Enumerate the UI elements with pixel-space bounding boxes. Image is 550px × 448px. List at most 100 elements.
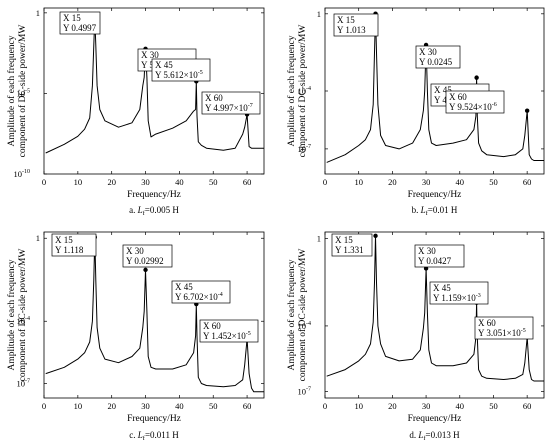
x-tick-label: 10 xyxy=(74,401,83,411)
datatip: X 15Y 1.013 xyxy=(333,13,379,37)
y-tick-label: 10-4 xyxy=(298,86,312,96)
datatip: X 15Y 0.4997 xyxy=(59,11,101,35)
datatip-y: Y 9.524×10-6 xyxy=(449,102,497,112)
datatip-box xyxy=(414,244,465,268)
y-axis-label: Amplitude of each frequencycomponent of … xyxy=(6,249,28,382)
y-tick-label: 10-7 xyxy=(298,144,312,154)
datatip-y: Y 1.013 xyxy=(337,25,366,35)
x-tick-label: 50 xyxy=(489,177,498,187)
subplot-caption: a. Lf=0.005 H xyxy=(129,205,179,217)
datatip-x: X 30 xyxy=(126,246,144,256)
datatip-box xyxy=(122,244,173,268)
x-tick-label: 0 xyxy=(42,401,46,411)
y-tick-label: 1 xyxy=(36,233,40,243)
subplot-caption: c. Lf=0.011 H xyxy=(129,430,179,442)
datatip-box xyxy=(415,45,461,69)
datatip-box xyxy=(151,58,211,82)
y-axis-label: Amplitude of each frequencycomponent of … xyxy=(286,249,308,382)
datatip: X 60Y 1.452×10-5 xyxy=(199,319,259,343)
plot-frame xyxy=(43,7,265,175)
datatip-y: Y 0.4997 xyxy=(63,23,97,33)
spectrum-line xyxy=(45,17,264,154)
x-axis-label: Frequency/Hz xyxy=(127,190,181,200)
datatip-y: Y 1.452×10-5 xyxy=(203,331,251,341)
chart-panel-1: 0 10 20 30 40 50 60 1 10-5 10-10 X 15Y 0.4997 X 30 Y… xyxy=(6,7,265,217)
datatip-y: Y 1.331 xyxy=(335,245,364,255)
y-tick-label: 10-7 xyxy=(298,386,312,396)
datatip-y: Y 5.612×10-5 xyxy=(155,70,203,80)
datatip: X 45Y 5.612×10-5 xyxy=(151,58,211,82)
datatip-x: X 15 xyxy=(335,235,353,245)
x-tick-label: 30 xyxy=(422,401,431,411)
x-tick-label: 20 xyxy=(388,177,397,187)
x-tick-label: 10 xyxy=(354,401,363,411)
datatip-y: Y 0.02992 xyxy=(126,256,164,266)
y-axis-label: Amplitude of each frequencycomponent of … xyxy=(286,25,308,158)
y-tick-label: 10-4 xyxy=(298,321,312,331)
x-tick-label: 50 xyxy=(209,401,218,411)
peak-marker xyxy=(143,267,148,273)
datatip: X 15Y 1.118 xyxy=(51,233,97,257)
y-tick-label: 1 xyxy=(36,8,40,18)
datatip-x: X 45 xyxy=(175,282,193,292)
datatip-x: X 15 xyxy=(337,15,355,25)
x-tick-label: 0 xyxy=(42,177,46,187)
datatip-box xyxy=(474,316,534,340)
x-tick-label: 50 xyxy=(489,401,498,411)
x-tick-label: 60 xyxy=(523,177,532,187)
datatip-box xyxy=(51,233,97,257)
x-tick-label: 30 xyxy=(141,177,150,187)
plot-frame xyxy=(43,231,265,399)
x-tick-label: 40 xyxy=(456,401,465,411)
peak-marker xyxy=(524,108,530,113)
datatip: X 30Y 0.02992 xyxy=(122,244,173,268)
x-tick-label: 30 xyxy=(141,401,150,411)
datatip-x: X 45 xyxy=(434,85,452,95)
datatip-x: X 15 xyxy=(55,235,73,245)
datatip-box xyxy=(429,281,489,305)
chart-panel-4: 0 10 20 30 40 50 60 1 10-4 10-7 X 15Y 1.331 X 30Y 0… xyxy=(286,231,545,442)
x-tick-label: 60 xyxy=(523,401,532,411)
datatip-x: X 60 xyxy=(478,318,496,328)
datatip-box xyxy=(445,90,505,114)
x-tick-label: 10 xyxy=(354,177,363,187)
spectrum-line xyxy=(326,235,544,382)
subplot-caption: b. Lf=0.01 H xyxy=(412,205,458,217)
datatip-x: X 60 xyxy=(449,92,467,102)
datatip-y: Y 3.051×10-5 xyxy=(478,328,526,338)
datatip-x: X 60 xyxy=(205,93,223,103)
datatip-x: X 60 xyxy=(203,321,221,331)
datatip-box xyxy=(201,91,261,115)
y-tick-label: 10-10 xyxy=(14,169,31,179)
datatip: X 30Y 0.0427 xyxy=(414,244,465,268)
x-tick-label: 40 xyxy=(175,177,184,187)
datatip-y: Y 1.159×10-3 xyxy=(433,293,481,303)
datatip-x: X 45 xyxy=(433,283,451,293)
datatip-box xyxy=(171,280,231,304)
datatip: X 60Y 9.524×10-6 xyxy=(445,90,505,114)
peak-marker xyxy=(373,233,378,239)
x-tick-label: 30 xyxy=(422,177,431,187)
y-tick-label: 10-4 xyxy=(17,316,31,326)
datatip: X 60Y 3.051×10-5 xyxy=(474,316,534,340)
datatip: X 45Y 1.159×10-3 xyxy=(429,281,489,305)
chart-panel-3: 0 10 20 30 40 50 60 1 10-4 10-7 X 15Y 1.118 X 30Y 0… xyxy=(6,231,265,442)
peak-marker xyxy=(423,266,429,271)
x-tick-label: 0 xyxy=(323,401,327,411)
datatip: X 30Y 0.0245 xyxy=(415,45,461,69)
x-tick-label: 60 xyxy=(243,177,252,187)
spectrum-line xyxy=(45,236,264,393)
datatip-y: Y 1.118 xyxy=(55,245,84,255)
y-tick-label: 1 xyxy=(317,9,321,19)
datatip-x: X 30 xyxy=(419,47,437,57)
datatip-x: X 45 xyxy=(155,60,173,70)
datatip-x: X 30 xyxy=(141,50,159,60)
datatip-y: Y 4.997×10-7 xyxy=(205,103,253,113)
datatip-y: Y 0.0245 xyxy=(419,57,453,67)
x-tick-label: 20 xyxy=(388,401,397,411)
subplot-caption: d. Lf=0.013 H xyxy=(409,430,460,442)
y-axis-label: Amplitude of each frequencycomponent of … xyxy=(6,25,28,158)
datatip-box xyxy=(199,319,259,343)
x-tick-label: 10 xyxy=(74,177,83,187)
